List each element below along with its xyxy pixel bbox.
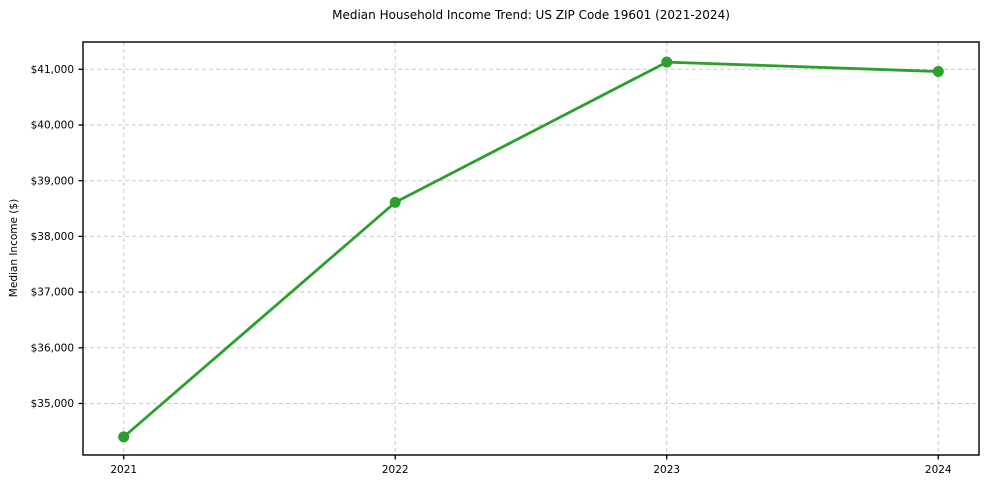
y-tick-label: $38,000	[31, 231, 74, 243]
x-tick-label: 2021	[110, 464, 137, 476]
x-tick-label: 2023	[653, 464, 680, 476]
x-tick-label: 2024	[925, 464, 952, 476]
y-tick-label: $37,000	[31, 287, 74, 299]
y-tick-label: $41,000	[31, 64, 74, 76]
data-point-marker	[118, 431, 130, 443]
data-point-marker	[389, 196, 401, 208]
trend-line	[122, 60, 940, 439]
y-axis-label: Median Income ($)	[8, 198, 20, 298]
data-point-marker	[661, 56, 673, 68]
x-tick-label: 2022	[382, 464, 409, 476]
plot-border	[82, 41, 980, 456]
data-point-marker	[932, 66, 944, 77]
chart-title: Median Household Income Trend: US ZIP Co…	[332, 8, 730, 22]
y-tick-label: $36,000	[31, 342, 74, 354]
y-tick-label: $39,000	[31, 175, 74, 187]
y-tick-label: $40,000	[31, 120, 74, 132]
y-tick-label: $35,000	[31, 398, 74, 410]
